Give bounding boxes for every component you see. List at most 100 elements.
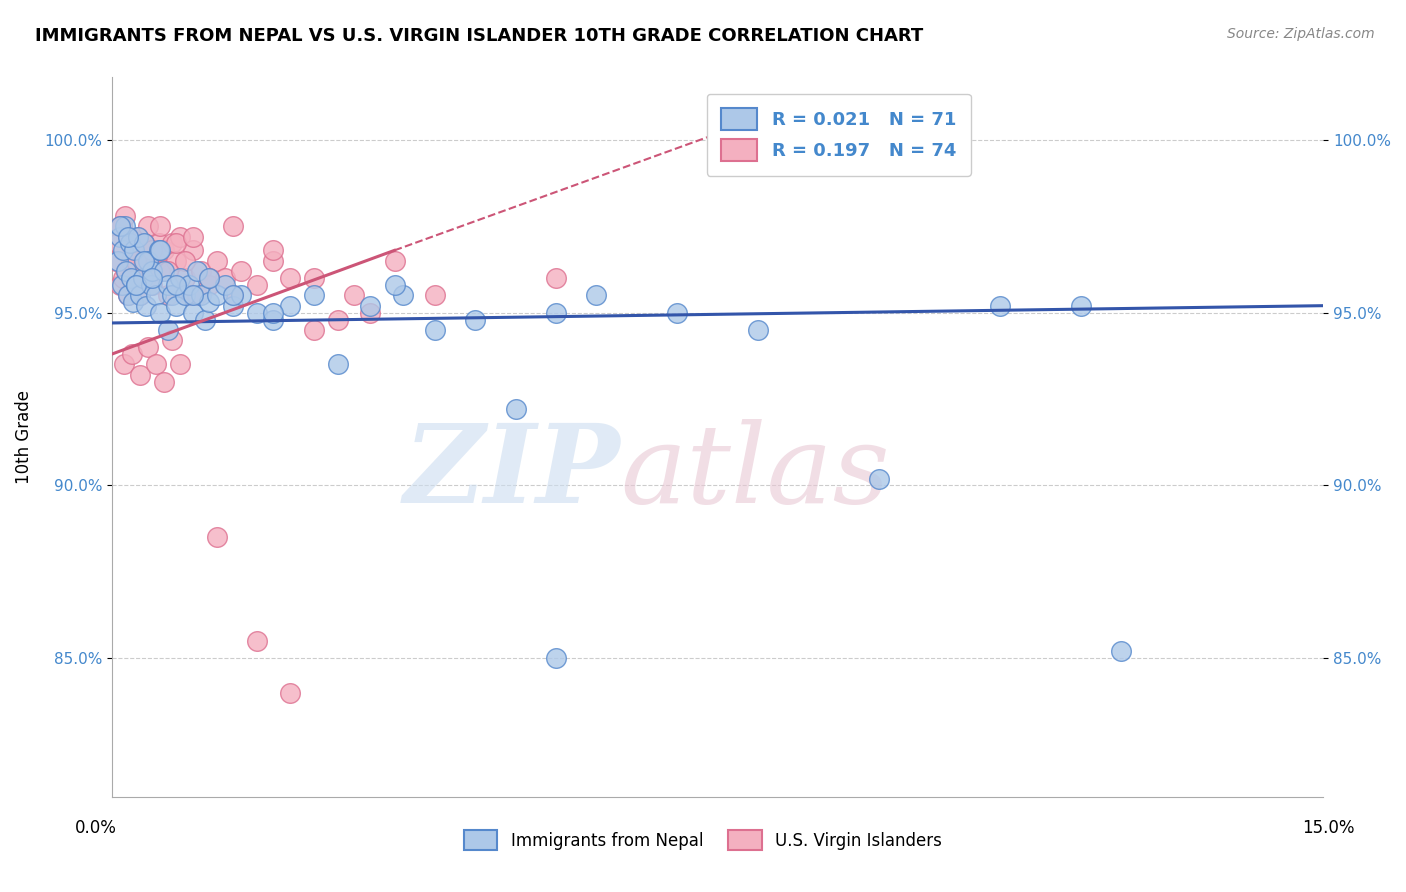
Point [157,323,180,337]
Point [125,277,148,292]
Point [108,277,131,292]
Point [118,236,141,251]
Point [118,229,141,244]
Point [136,219,159,234]
Point [205,253,228,268]
Point [544,271,567,285]
Point [134,236,156,251]
Point [114,209,136,223]
Point [302,271,325,285]
Point [114,219,136,234]
Point [136,253,159,268]
Point [124,236,146,251]
Point [229,288,252,302]
Point [107,236,129,251]
Point [384,277,406,292]
Point [127,229,149,244]
Point [197,271,219,285]
Point [121,277,143,292]
Point [149,244,172,258]
Text: IMMIGRANTS FROM NEPAL VS U.S. VIRGIN ISLANDER 10TH GRADE CORRELATION CHART: IMMIGRANTS FROM NEPAL VS U.S. VIRGIN ISL… [35,27,924,45]
Point [384,253,406,268]
Point [197,271,219,285]
Point [125,253,148,268]
Point [262,244,284,258]
Point [141,264,163,278]
Point [110,219,132,234]
Point [112,244,135,258]
Text: 0.0%: 0.0% [75,819,117,837]
Point [108,219,131,234]
Point [136,340,159,354]
Point [181,305,204,319]
Point [165,253,187,268]
Point [104,253,127,268]
Point [135,299,157,313]
Point [169,229,191,244]
Point [246,277,269,292]
Point [124,244,146,258]
Point [141,277,163,292]
Point [149,305,172,319]
Legend: R = 0.021   N = 71, R = 0.197   N = 74: R = 0.021 N = 71, R = 0.197 N = 74 [707,94,970,176]
Point [505,402,527,417]
Point [153,244,176,258]
Point [359,299,381,313]
Point [222,299,245,313]
Point [544,651,567,665]
Point [129,368,152,382]
Point [125,253,148,268]
Point [117,288,139,302]
Text: atlas: atlas [620,419,890,527]
Point [139,277,162,292]
Point [186,264,208,278]
Point [169,271,191,285]
Text: ZIP: ZIP [404,419,620,527]
Point [112,358,135,372]
Point [131,271,153,285]
Point [157,277,180,292]
Point [246,634,269,648]
Point [165,299,187,313]
Point [148,244,170,258]
Point [117,229,139,244]
Point [139,264,162,278]
Y-axis label: 10th Grade: 10th Grade [15,390,32,484]
Point [222,288,245,302]
Point [214,277,236,292]
Point [162,333,184,347]
Point [246,305,269,319]
Point [131,253,153,268]
Point [262,312,284,326]
Point [129,288,152,302]
Point [302,288,325,302]
Point [197,277,219,292]
Point [107,253,129,268]
Point [134,236,156,251]
Point [141,244,163,258]
Point [173,271,195,285]
Point [153,264,176,278]
Point [229,264,252,278]
Point [278,686,301,700]
Point [173,288,195,302]
Point [262,253,284,268]
Point [181,244,204,258]
Point [214,271,236,285]
Point [157,288,180,302]
Point [162,236,184,251]
Point [181,288,204,302]
Point [666,305,689,319]
Point [127,229,149,244]
Point [120,253,142,268]
Point [112,271,135,285]
Point [162,288,184,302]
Point [302,323,325,337]
Point [177,288,200,302]
Point [145,253,167,268]
Point [186,288,208,302]
Point [115,264,138,278]
Point [145,358,167,372]
Point [326,312,349,326]
Point [148,236,170,251]
